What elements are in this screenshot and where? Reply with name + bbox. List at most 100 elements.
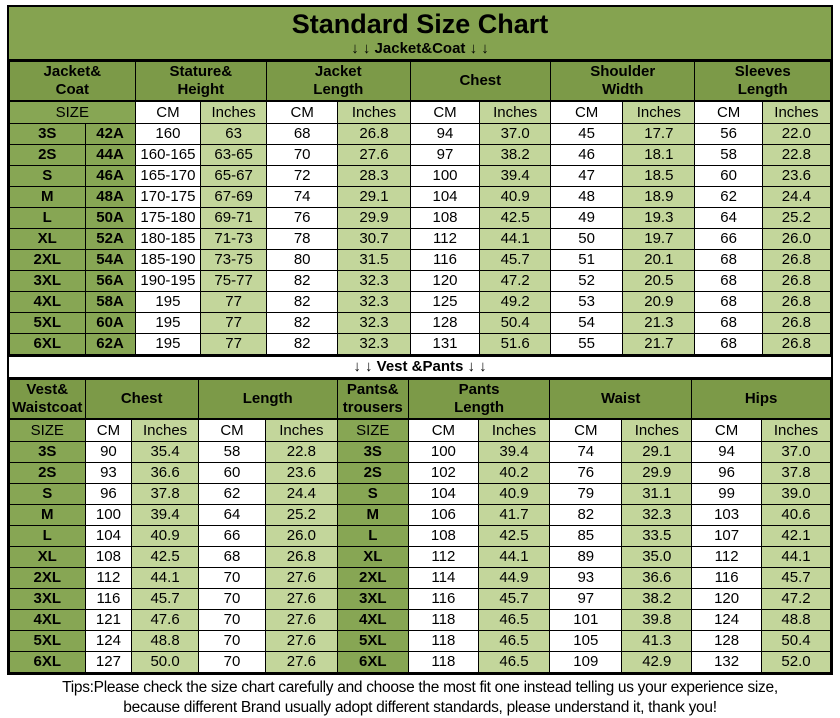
- cm-value-cell: 46: [549, 144, 624, 166]
- inches-value-cell: 29.9: [337, 207, 411, 229]
- cm-value-cell: 89: [549, 546, 623, 568]
- inches-value-cell: 25.2: [265, 504, 338, 526]
- cm-value-cell: 165-170: [134, 165, 202, 187]
- cm-value-cell: 79: [549, 483, 623, 505]
- inches-subheader: Inches: [479, 100, 551, 124]
- inches-value-cell: 23.6: [265, 462, 338, 484]
- column-group-header: Hips: [691, 379, 831, 420]
- cm-value-cell: 94: [409, 123, 481, 145]
- size-cell: 3S: [9, 441, 86, 463]
- cm-value-cell: 190-195: [134, 270, 202, 292]
- tips-line-1: Tips:Please check the size chart careful…: [62, 679, 778, 696]
- inches-value-cell: 40.2: [477, 462, 551, 484]
- inches-value-cell: 31.5: [337, 249, 411, 271]
- table-row: 3S 42A 160 63 68 26.8 94 37.0 45 17.7 56 22.0: [9, 123, 832, 145]
- size-cell: S: [9, 483, 86, 505]
- column-group-header: Waist: [549, 379, 693, 420]
- cm-value-cell: 108: [407, 525, 479, 547]
- inches-value-cell: 42.1: [760, 525, 832, 547]
- cm-value-cell: 104: [407, 483, 479, 505]
- cm-subheader: CM: [407, 418, 479, 442]
- cm-value-cell: 120: [409, 270, 481, 292]
- size-cell: XL: [9, 546, 86, 568]
- cm-value-cell: 160-165: [134, 144, 202, 166]
- cm-value-cell: 120: [691, 588, 762, 610]
- inches-value-cell: 42.5: [131, 546, 199, 568]
- cm-value-cell: 68: [694, 312, 763, 334]
- column-group-header: Pants& trousers: [336, 379, 409, 420]
- inches-value-cell: 26.8: [265, 546, 338, 568]
- cm-value-cell: 68: [265, 123, 339, 145]
- column-group-header: Chest: [409, 61, 551, 102]
- inches-value-cell: 75-77: [200, 270, 267, 292]
- cm-value-cell: 68: [694, 270, 763, 292]
- cm-value-cell: 104: [84, 525, 133, 547]
- size-code-cell: 46A: [84, 165, 136, 187]
- inches-value-cell: 45.7: [760, 567, 832, 589]
- size-code-cell: 44A: [84, 144, 136, 166]
- size-subheader: SIZE: [9, 418, 86, 442]
- inches-value-cell: 18.9: [622, 186, 696, 208]
- inches-subheader: Inches: [337, 100, 411, 124]
- table-row: 3XL 56A 190-195 75-77 82 32.3 120 47.2 52 20.5 68 2…: [9, 270, 832, 292]
- inches-value-cell: 27.6: [265, 651, 338, 673]
- cm-value-cell: 53: [549, 291, 624, 313]
- cm-value-cell: 112: [409, 228, 481, 250]
- cm-value-cell: 82: [549, 504, 623, 526]
- size-cell: M: [336, 504, 409, 526]
- cm-value-cell: 90: [84, 441, 133, 463]
- cm-value-cell: 70: [197, 609, 267, 631]
- inches-subheader: Inches: [200, 100, 267, 124]
- size-cell: S: [336, 483, 409, 505]
- cm-value-cell: 62: [197, 483, 267, 505]
- jacket-coat-banner: ↓ ↓ Jacket&Coat ↓ ↓: [351, 40, 489, 57]
- cm-value-cell: 97: [549, 588, 623, 610]
- cm-value-cell: 108: [84, 546, 133, 568]
- inches-value-cell: 40.9: [479, 186, 551, 208]
- page-title: Standard Size Chart: [291, 9, 549, 39]
- cm-value-cell: 70: [197, 630, 267, 652]
- cm-value-cell: 116: [691, 567, 762, 589]
- cm-value-cell: 82: [265, 312, 339, 334]
- column-group-header: Length: [197, 379, 338, 420]
- table-row: 4XL 58A 195 77 82 32.3 125 49.2 53 20.9 68 26.8: [9, 291, 832, 313]
- table-row: XL 52A 180-185 71-73 78 30.7 112 44.1 50 19.7 66 26…: [9, 228, 832, 250]
- cm-value-cell: 100: [84, 504, 133, 526]
- inches-value-cell: 27.6: [265, 588, 338, 610]
- cm-value-cell: 132: [691, 651, 762, 673]
- column-group-header: Shoulder Width: [549, 61, 696, 102]
- cm-subheader: CM: [134, 100, 202, 124]
- table-row: 2S 44A 160-165 63-65 70 27.6 97 38.2 46 18.1 58 22.…: [9, 144, 832, 166]
- cm-value-cell: 170-175: [134, 186, 202, 208]
- size-cell: L: [336, 525, 409, 547]
- inches-value-cell: 39.4: [479, 165, 551, 187]
- inches-value-cell: 49.2: [479, 291, 551, 313]
- cm-value-cell: 68: [694, 333, 763, 355]
- inches-value-cell: 30.7: [337, 228, 411, 250]
- column-group-header: Jacket Length: [265, 61, 411, 102]
- column-group-header: Chest: [84, 379, 199, 420]
- size-code-cell: 52A: [84, 228, 136, 250]
- cm-value-cell: 47: [549, 165, 624, 187]
- cm-value-cell: 68: [197, 546, 267, 568]
- cm-value-cell: 55: [549, 333, 624, 355]
- title-block: Standard Size Chart ↓ ↓ Jacket&Coat ↓ ↓: [9, 7, 831, 61]
- cm-value-cell: 60: [197, 462, 267, 484]
- size-cell: 5XL: [9, 630, 86, 652]
- cm-value-cell: 64: [694, 207, 763, 229]
- inches-value-cell: 63-65: [200, 144, 267, 166]
- inches-value-cell: 26.0: [761, 228, 832, 250]
- inches-value-cell: 46.5: [477, 651, 551, 673]
- cm-value-cell: 101: [549, 609, 623, 631]
- table-row: 6XL 127 50.0 70 27.6 6XL 118 46.5 109 42.9 132 52.0: [9, 651, 832, 673]
- inches-value-cell: 32.3: [337, 270, 411, 292]
- inches-value-cell: 24.4: [265, 483, 338, 505]
- cm-value-cell: 99: [691, 483, 762, 505]
- cm-value-cell: 58: [694, 144, 763, 166]
- cm-value-cell: 62: [694, 186, 763, 208]
- cm-value-cell: 74: [549, 441, 623, 463]
- inches-value-cell: 40.9: [131, 525, 199, 547]
- cm-value-cell: 116: [409, 249, 481, 271]
- inches-value-cell: 52.0: [760, 651, 832, 673]
- cm-value-cell: 94: [691, 441, 762, 463]
